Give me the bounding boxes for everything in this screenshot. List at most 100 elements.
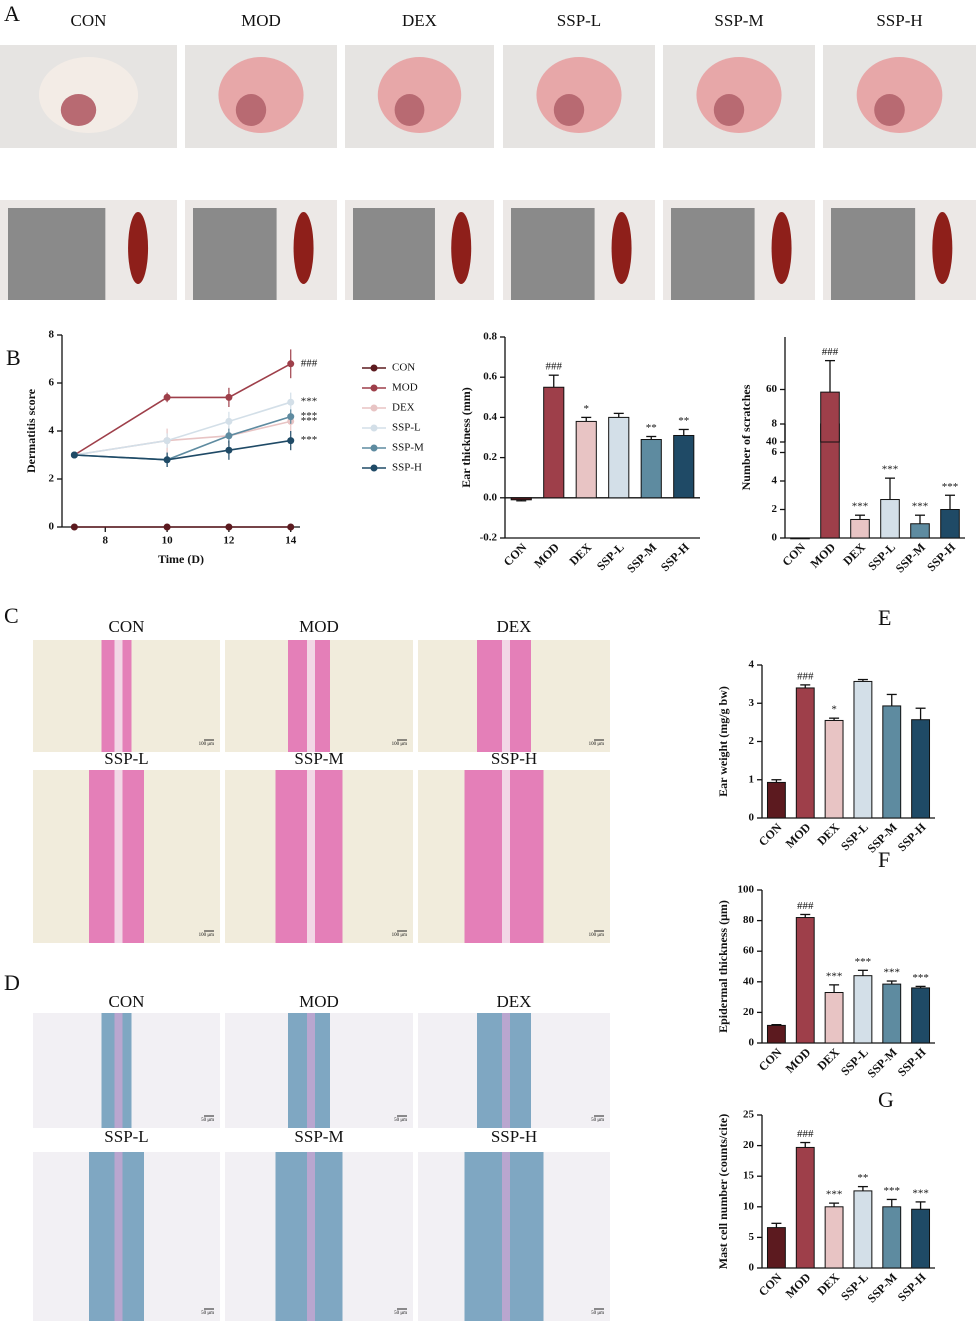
significance-label: *** bbox=[855, 956, 872, 968]
bar bbox=[673, 434, 695, 499]
y-tick-label: 25 bbox=[743, 1109, 755, 1121]
ear-photo-detail bbox=[874, 94, 905, 126]
bar bbox=[575, 420, 597, 499]
tissue-core bbox=[502, 1152, 510, 1321]
significance-label: *** bbox=[301, 396, 318, 408]
legend-marker bbox=[370, 364, 378, 372]
series-line bbox=[73, 363, 292, 456]
point bbox=[163, 456, 171, 464]
group-label: MOD bbox=[299, 992, 339, 1011]
spleen bbox=[293, 212, 314, 284]
series-line bbox=[74, 439, 291, 461]
spleen bbox=[932, 212, 953, 284]
x-tick-label: SSP-M bbox=[624, 540, 659, 575]
bar bbox=[853, 1190, 873, 1269]
bar bbox=[911, 987, 931, 1044]
significance-label: *** bbox=[942, 481, 959, 493]
tissue-core bbox=[502, 640, 510, 752]
x-tick-label: CON bbox=[756, 1270, 785, 1299]
spleen bbox=[451, 212, 472, 284]
x-tick-label: DEX bbox=[566, 540, 594, 568]
bar bbox=[940, 509, 960, 539]
x-tick-label: SSP-L bbox=[865, 540, 898, 573]
x-tick-label: MOD bbox=[807, 540, 838, 571]
bar bbox=[882, 983, 902, 1044]
bar bbox=[795, 917, 815, 1044]
significance-label: *** bbox=[301, 410, 318, 422]
group-label: SSP-M bbox=[714, 11, 763, 30]
point bbox=[287, 360, 295, 368]
y-tick-label: 40 bbox=[766, 436, 778, 448]
bar bbox=[882, 705, 902, 819]
panel-letter: C bbox=[4, 603, 19, 628]
bar bbox=[824, 719, 844, 819]
legend-label: MOD bbox=[392, 382, 418, 394]
y-tick-label: 2 bbox=[49, 473, 55, 485]
group-label: MOD bbox=[241, 11, 281, 30]
x-tick-label: DEX bbox=[840, 540, 868, 568]
ruler bbox=[8, 208, 106, 300]
significance-label: ** bbox=[678, 415, 689, 427]
scale-bar-label: 100 μm bbox=[199, 742, 214, 747]
panel-letter: E bbox=[878, 605, 891, 630]
legend-marker bbox=[370, 464, 378, 472]
ruler bbox=[353, 208, 435, 300]
scale-bar-label: 100 μm bbox=[589, 933, 604, 938]
bar bbox=[766, 1227, 786, 1269]
x-tick-label: CON bbox=[756, 1045, 785, 1074]
x-tick-label: MOD bbox=[531, 540, 562, 571]
legend-label: CON bbox=[392, 362, 415, 374]
legend-marker bbox=[370, 424, 378, 432]
point bbox=[225, 432, 233, 440]
bar bbox=[882, 1206, 902, 1269]
significance-label: *** bbox=[882, 464, 899, 476]
point bbox=[70, 523, 78, 531]
y-tick-label: 0 bbox=[749, 1262, 755, 1274]
legend-label: DEX bbox=[392, 402, 415, 414]
y-tick-label: 2 bbox=[749, 735, 755, 747]
y-tick-label: 60 bbox=[743, 945, 755, 957]
y-tick-label: 0.4 bbox=[483, 411, 497, 423]
scale-bar-label: 50 μm bbox=[394, 1118, 407, 1123]
group-label: SSP-H bbox=[876, 11, 922, 30]
tissue-core bbox=[114, 1013, 123, 1128]
point bbox=[225, 393, 233, 401]
panel-letter: F bbox=[878, 847, 890, 872]
group-label: CON bbox=[109, 992, 145, 1011]
spleen bbox=[611, 212, 632, 284]
x-tick-label: 14 bbox=[285, 535, 297, 547]
y-tick-label: 0.6 bbox=[483, 371, 497, 383]
tissue-core bbox=[114, 1152, 123, 1321]
scale-bar-label: 100 μm bbox=[589, 742, 604, 747]
point bbox=[163, 393, 171, 401]
x-tick-label: CON bbox=[501, 540, 530, 569]
point bbox=[287, 398, 295, 406]
group-label: DEX bbox=[497, 992, 532, 1011]
group-label: CON bbox=[109, 617, 145, 636]
spleen bbox=[771, 212, 792, 284]
significance-label: ### bbox=[797, 1128, 814, 1140]
significance-label: *** bbox=[826, 970, 843, 982]
significance-label: *** bbox=[912, 972, 929, 984]
x-tick-label: SSP-L bbox=[594, 540, 627, 573]
y-tick-label: 10 bbox=[743, 1200, 755, 1212]
bar-upper bbox=[820, 391, 840, 443]
y-tick-label: 0 bbox=[749, 812, 755, 824]
tissue-core bbox=[307, 640, 315, 752]
y-tick-label: 80 bbox=[743, 914, 755, 926]
group-label: SSP-L bbox=[104, 749, 148, 768]
significance-label: *** bbox=[912, 501, 929, 513]
significance-label: *** bbox=[884, 967, 901, 979]
y-tick-label: 60 bbox=[766, 383, 778, 395]
series-line bbox=[74, 401, 291, 456]
group-label: DEX bbox=[497, 617, 532, 636]
y-tick-label: 1 bbox=[749, 773, 755, 785]
x-tick-label: SSP-M bbox=[864, 1045, 899, 1080]
panel-letter: G bbox=[878, 1087, 894, 1112]
significance-label: ### bbox=[822, 346, 839, 358]
spleen bbox=[128, 212, 149, 284]
ear-photo-detail bbox=[394, 94, 425, 126]
bar bbox=[510, 497, 532, 501]
bar bbox=[543, 386, 565, 499]
x-tick-label: SSP-H bbox=[895, 1045, 929, 1079]
